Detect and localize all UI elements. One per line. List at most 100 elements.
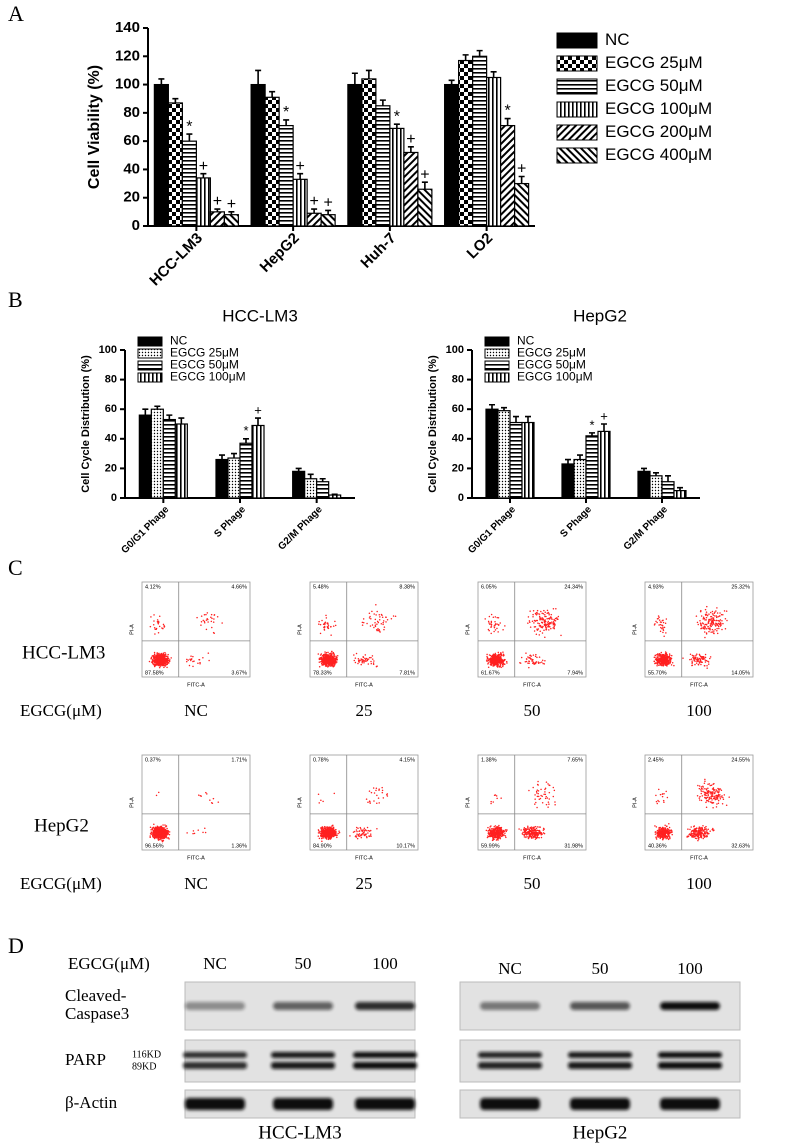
event-dot bbox=[325, 837, 327, 839]
event-dot bbox=[705, 795, 707, 797]
event-dot bbox=[156, 832, 158, 834]
event-dot bbox=[502, 662, 504, 664]
event-dot bbox=[335, 833, 337, 835]
event-dot bbox=[370, 618, 372, 620]
event-dot bbox=[656, 801, 658, 803]
event-dot bbox=[712, 629, 714, 631]
event-dot bbox=[666, 664, 668, 666]
event-dot bbox=[667, 832, 669, 834]
event-dot bbox=[538, 837, 540, 839]
dose-label: NC bbox=[184, 874, 208, 893]
event-dot bbox=[537, 789, 539, 791]
event-dot bbox=[323, 655, 325, 657]
bar bbox=[163, 420, 175, 498]
event-dot bbox=[499, 666, 501, 668]
panel-label: B bbox=[8, 287, 23, 312]
event-dot bbox=[538, 833, 540, 835]
significance-marker: * bbox=[505, 103, 511, 120]
event-dot bbox=[706, 632, 708, 634]
event-dot bbox=[357, 838, 359, 840]
event-dot bbox=[534, 829, 536, 831]
event-dot bbox=[697, 622, 699, 624]
y-tick-label: 140 bbox=[115, 19, 140, 36]
event-dot bbox=[662, 625, 664, 627]
event-dot bbox=[669, 830, 671, 832]
event-dot bbox=[201, 615, 203, 617]
event-dot bbox=[497, 827, 499, 829]
event-dot bbox=[496, 829, 498, 831]
event-dot bbox=[208, 660, 210, 662]
event-dot bbox=[538, 661, 540, 663]
event-dot bbox=[153, 614, 155, 616]
event-dot bbox=[496, 662, 498, 664]
event-dot bbox=[494, 621, 496, 623]
bar bbox=[151, 409, 163, 498]
event-dot bbox=[536, 661, 538, 663]
event-dot bbox=[654, 661, 656, 663]
legend-swatch bbox=[485, 349, 509, 358]
event-dot bbox=[664, 833, 666, 835]
event-dot bbox=[497, 656, 499, 658]
event-dot bbox=[166, 830, 168, 832]
bar bbox=[139, 415, 151, 498]
event-dot bbox=[330, 662, 332, 664]
quadrant-label: 4.93% bbox=[648, 584, 664, 590]
event-dot bbox=[535, 626, 537, 628]
quadrant-label: 24.34% bbox=[564, 584, 583, 590]
event-dot bbox=[156, 664, 158, 666]
event-dot bbox=[530, 658, 532, 660]
event-dot bbox=[702, 795, 704, 797]
event-dot bbox=[163, 835, 165, 837]
event-dot bbox=[705, 661, 707, 663]
event-dot bbox=[154, 629, 156, 631]
event-dot bbox=[355, 662, 357, 664]
event-dot bbox=[545, 616, 547, 618]
event-dot bbox=[696, 838, 698, 840]
event-dot bbox=[334, 793, 336, 795]
bar bbox=[459, 61, 473, 226]
y-tick-label: 80 bbox=[105, 374, 117, 386]
event-dot bbox=[713, 614, 715, 616]
event-dot bbox=[662, 828, 664, 830]
event-dot bbox=[697, 785, 699, 787]
error-bar bbox=[219, 455, 225, 459]
event-dot bbox=[701, 786, 703, 788]
event-dot bbox=[712, 807, 714, 809]
event-dot bbox=[506, 829, 508, 831]
event-dot bbox=[156, 828, 158, 830]
event-dot bbox=[197, 829, 199, 831]
bar bbox=[515, 184, 529, 226]
x-tick-label: HCC-LM3 bbox=[146, 230, 206, 290]
event-dot bbox=[550, 617, 552, 619]
event-dot bbox=[186, 659, 188, 661]
event-dot bbox=[664, 656, 666, 658]
event-dot bbox=[158, 662, 160, 664]
event-dot bbox=[493, 617, 495, 619]
event-dot bbox=[361, 831, 363, 833]
bar bbox=[362, 79, 376, 226]
quadrant-label: 7.94% bbox=[567, 670, 583, 676]
event-dot bbox=[700, 659, 702, 661]
event-dot bbox=[667, 828, 669, 830]
event-dot bbox=[710, 785, 712, 787]
event-dot bbox=[536, 634, 538, 636]
error-bar bbox=[491, 72, 497, 78]
event-dot bbox=[661, 832, 663, 834]
event-dot bbox=[547, 622, 549, 624]
event-dot bbox=[217, 616, 219, 618]
event-dot bbox=[331, 664, 333, 666]
event-dot bbox=[710, 620, 712, 622]
event-dot bbox=[662, 839, 664, 841]
event-dot bbox=[663, 801, 665, 803]
event-dot bbox=[369, 617, 371, 619]
event-dot bbox=[539, 619, 541, 621]
event-dot bbox=[658, 789, 660, 791]
event-dot bbox=[375, 624, 377, 626]
event-dot bbox=[335, 657, 337, 659]
error-bar bbox=[565, 460, 571, 464]
event-dot bbox=[326, 831, 328, 833]
event-dot bbox=[657, 800, 659, 802]
event-dot bbox=[717, 624, 719, 626]
event-dot bbox=[655, 831, 657, 833]
event-dot bbox=[721, 790, 723, 792]
